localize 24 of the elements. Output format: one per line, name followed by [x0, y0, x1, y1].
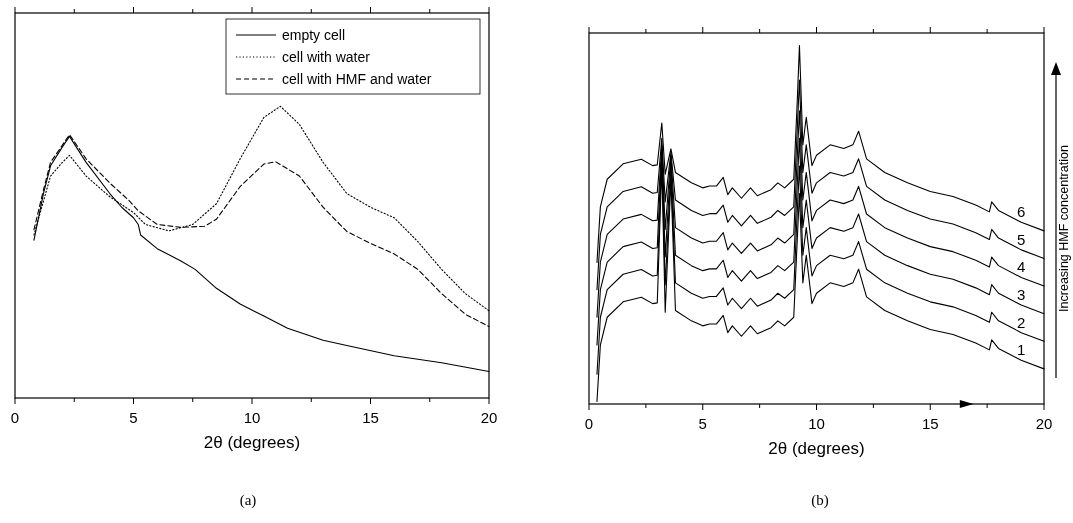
x-tick-label: 0 — [10, 409, 20, 426]
x-tick-label: 10 — [243, 409, 261, 426]
series-label: 5 — [1017, 230, 1026, 248]
x-tick-label: 15 — [362, 409, 379, 426]
series-label: 4 — [1017, 258, 1026, 276]
series-label: 6 — [1017, 203, 1026, 221]
x-tick-label: 5 — [698, 415, 707, 432]
x-tick-label: 15 — [921, 415, 939, 432]
x-tick-label: 20 — [1035, 415, 1053, 432]
x-axis-title: 2θ (degrees) — [768, 439, 865, 458]
text: Increasing HMF concentration — [1057, 145, 1071, 312]
x-tick-label: 20 — [480, 409, 498, 426]
x-tick-label: 10 — [808, 415, 825, 432]
legend-label: cell with water — [282, 49, 371, 65]
x-axis-title: 2θ (degrees) — [203, 433, 301, 452]
text: (b) — [811, 492, 829, 509]
x-tick-label: 0 — [584, 415, 594, 432]
text: (a) — [239, 492, 257, 509]
legend-label: empty cell — [282, 27, 346, 43]
legend-label: cell with HMF and water — [282, 71, 432, 87]
series-label: 1 — [1017, 341, 1026, 359]
x-tick-label: 5 — [129, 409, 138, 426]
series-label: 2 — [1017, 313, 1026, 331]
series-label: 3 — [1017, 286, 1026, 304]
